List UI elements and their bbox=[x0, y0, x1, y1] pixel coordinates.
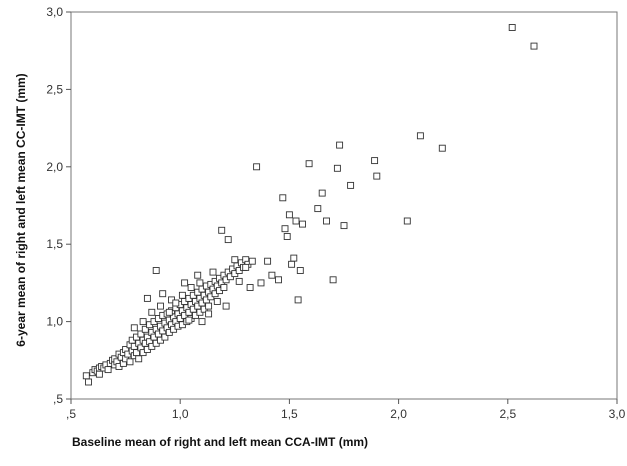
scatter-point bbox=[126, 358, 134, 366]
scatter-point bbox=[329, 276, 337, 284]
scatter-point bbox=[161, 333, 169, 341]
data-points bbox=[82, 24, 538, 386]
scatter-point bbox=[130, 324, 138, 332]
plot-area bbox=[70, 11, 618, 400]
scatter-point bbox=[185, 316, 193, 324]
y-tick-label: 2,0 bbox=[46, 160, 63, 174]
scatter-point bbox=[340, 222, 348, 230]
scatter-point bbox=[371, 157, 379, 165]
scatter-point bbox=[198, 318, 206, 326]
scatter-point bbox=[187, 284, 195, 291]
scatter-point bbox=[275, 276, 282, 284]
scatter-point bbox=[205, 310, 213, 318]
scatter-point bbox=[141, 325, 149, 333]
y-tick-label: 1,5 bbox=[46, 237, 63, 251]
y-tick-label: 3,0 bbox=[46, 5, 63, 19]
y-tick-label: 1,0 bbox=[46, 315, 63, 329]
scatter-point bbox=[209, 268, 217, 276]
scatter-point bbox=[213, 298, 221, 305]
scatter-point bbox=[224, 236, 232, 244]
scatter-point bbox=[143, 294, 151, 302]
scatter-point bbox=[305, 160, 313, 168]
scatter-point bbox=[85, 378, 92, 386]
scatter-point bbox=[220, 284, 228, 291]
scatter-point bbox=[148, 308, 156, 316]
scatter-point bbox=[104, 366, 112, 374]
scatter-point bbox=[172, 299, 180, 307]
scatter-point bbox=[178, 291, 186, 299]
scatter-point bbox=[281, 225, 289, 233]
scatter-point bbox=[181, 279, 189, 287]
scatter-point bbox=[294, 296, 302, 304]
scatter-point bbox=[336, 141, 344, 149]
scatter-point bbox=[205, 302, 213, 310]
scatter-point bbox=[283, 233, 291, 240]
scatter-point bbox=[235, 277, 243, 285]
scatter-point bbox=[165, 308, 173, 316]
scatter-point bbox=[323, 217, 330, 225]
x-tick-label: 1,0 bbox=[172, 407, 189, 421]
scatter-point bbox=[403, 217, 411, 225]
scatter-point bbox=[157, 302, 164, 310]
scatter-point bbox=[285, 211, 293, 219]
scatter-point bbox=[299, 220, 306, 228]
scatter-point bbox=[222, 302, 230, 310]
scatter-point bbox=[279, 194, 287, 202]
scatter-point bbox=[373, 172, 381, 180]
scatter-point bbox=[318, 189, 326, 197]
scatter-point bbox=[135, 355, 143, 363]
y-tick-label: ,5 bbox=[53, 392, 63, 406]
scatter-point bbox=[248, 257, 256, 265]
scatter-point bbox=[314, 205, 322, 213]
x-tick-label: 2,0 bbox=[390, 407, 407, 421]
scatter-point bbox=[231, 256, 239, 264]
scatter-point bbox=[296, 267, 304, 274]
scatter-point bbox=[257, 279, 265, 287]
x-axis-title: Baseline mean of right and left mean CCA… bbox=[72, 435, 368, 449]
scatter-point bbox=[196, 279, 204, 287]
scatter-point bbox=[268, 271, 276, 279]
scatter-point bbox=[242, 263, 250, 271]
scatter-point bbox=[82, 372, 90, 380]
scatter-point bbox=[508, 24, 516, 31]
scatter-point bbox=[530, 42, 538, 50]
scatter-point bbox=[288, 260, 296, 268]
x-tick-label: 2,5 bbox=[499, 407, 516, 421]
scatter-point bbox=[264, 257, 272, 265]
scatter-point bbox=[246, 284, 254, 291]
scatter-point bbox=[159, 290, 167, 298]
scatter-point bbox=[152, 267, 160, 274]
scatter-point bbox=[347, 181, 355, 189]
scatter-point bbox=[416, 132, 424, 140]
scatter-point bbox=[438, 144, 446, 152]
x-tick-label: ,5 bbox=[66, 407, 76, 421]
scatter-point bbox=[139, 318, 147, 326]
y-tick-label: 2,5 bbox=[46, 82, 63, 96]
x-tick-label: 1,5 bbox=[281, 407, 298, 421]
scatter-point bbox=[194, 271, 202, 279]
scatter-point bbox=[290, 254, 298, 262]
x-tick-label: 3,0 bbox=[609, 407, 626, 421]
scatter-point bbox=[253, 163, 261, 171]
axis-ticks: ,5 1,0 1,5 2,0 2,5 3,0 ,5 1,0 1,5 2,0 2,5 3,0 bbox=[46, 5, 625, 421]
scatter-point bbox=[95, 370, 103, 378]
scatter-point bbox=[218, 226, 226, 234]
scatter-point bbox=[292, 217, 300, 225]
scatter-point bbox=[333, 164, 341, 172]
y-axis-title: 6-year mean of right and left mean CC-IM… bbox=[14, 73, 28, 346]
